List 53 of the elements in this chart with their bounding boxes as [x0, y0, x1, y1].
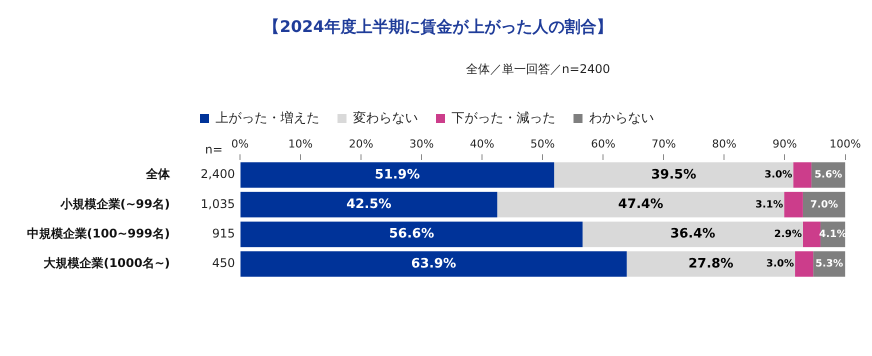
bar — [240, 222, 583, 248]
y-tick-label: 全体 — [145, 167, 171, 182]
x-tick-label: 90% — [772, 137, 797, 150]
bar — [626, 251, 796, 277]
data-label: 3.0% — [766, 258, 794, 270]
data-label: 3.1% — [755, 199, 784, 210]
bar — [795, 251, 814, 277]
y-tick-label: 中規模企業(100~999名) — [26, 226, 170, 240]
x-tick-label: 100% — [830, 137, 862, 150]
text: 1,035 — [200, 196, 235, 211]
data-label: 47.4% — [618, 197, 664, 212]
x-tick-label: 80% — [712, 137, 736, 150]
text: 915 — [212, 226, 235, 240]
legend-label: 上がった・増えた — [216, 110, 320, 126]
data-label: 42.5% — [346, 197, 392, 212]
x-tick-label: 70% — [651, 137, 676, 150]
bar — [240, 251, 627, 277]
bar — [554, 162, 794, 188]
bar — [784, 192, 803, 218]
y-tick-label: 小規模企業(~99名) — [59, 196, 170, 211]
x-tick-label: 10% — [288, 137, 313, 150]
data-label: 5.6% — [814, 170, 842, 181]
x-tick-label: 20% — [348, 137, 374, 150]
x-tick-label: 50% — [530, 137, 555, 150]
bar — [240, 192, 498, 218]
chart-subtitle: 全体／単一回答／n=2400 — [466, 62, 610, 76]
x-tick-label: 0% — [231, 137, 249, 150]
bar — [802, 222, 820, 248]
chart-title: 【2024年度上半期に賃金が上がった人の割合】 — [264, 17, 612, 36]
text: 450 — [212, 256, 235, 270]
x-tick-label: 30% — [409, 137, 434, 150]
legend-label: 下がった・減った — [452, 110, 556, 126]
data-label: 36.4% — [670, 226, 716, 242]
y-tick-label: 大規模企業(1000名~) — [44, 256, 170, 270]
x-tick-label: 60% — [590, 137, 616, 150]
legend-label: 変わらない — [353, 110, 418, 126]
data-label: 5.3% — [815, 258, 844, 270]
data-label: 56.6% — [388, 226, 434, 242]
data-label: 63.9% — [411, 256, 456, 272]
bar — [240, 162, 554, 188]
data-label: 2.9% — [774, 228, 802, 240]
legend-label: わからない — [589, 110, 654, 126]
bar — [793, 162, 812, 188]
data-label: 27.8% — [688, 256, 734, 272]
data-label: 3.0% — [764, 170, 792, 181]
data-label: 7.0% — [810, 199, 838, 210]
text: 2,400 — [200, 167, 235, 182]
bar — [497, 192, 784, 218]
bar — [582, 222, 803, 248]
data-label: 51.9% — [374, 167, 420, 182]
x-tick-label: 40% — [470, 137, 494, 150]
data-label: 39.5% — [651, 167, 696, 182]
text: n= — [205, 142, 223, 156]
